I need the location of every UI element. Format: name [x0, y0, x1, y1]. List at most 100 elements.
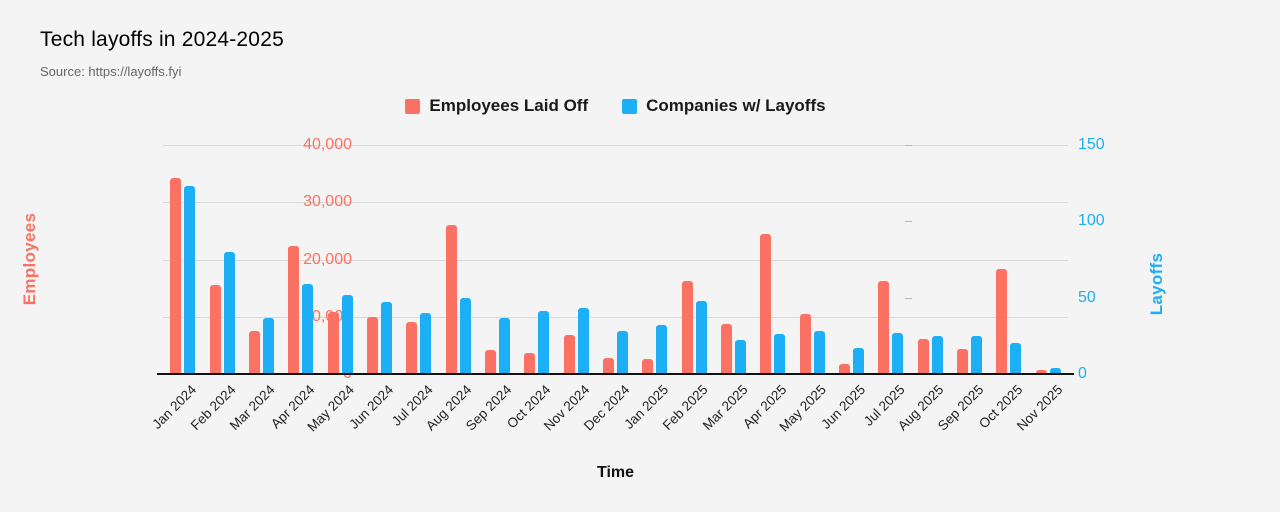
legend-label-companies: Companies w/ Layoffs [646, 96, 826, 115]
legend-item-employees[interactable]: Employees Laid Off [405, 96, 588, 116]
y-axis-title-left: Employees [20, 212, 39, 306]
y-tick-left-10000: 10,000 [303, 308, 352, 326]
bar-employees-apr-2025[interactable] [760, 234, 772, 374]
bar-companies-feb-2025[interactable] [695, 300, 707, 374]
y-tick-right-0: 0 [1078, 365, 1087, 382]
bar-group-oct-2025 [989, 145, 1028, 374]
bar-companies-nov-2025[interactable] [1049, 367, 1061, 374]
bar-companies-apr-2024[interactable] [302, 283, 314, 374]
bar-group-jun-2024 [360, 145, 399, 374]
gridline [163, 145, 1068, 146]
bar-group-aug-2024 [438, 145, 477, 374]
y-axis-title-right: Layoffs [1147, 252, 1166, 316]
y-tick-mark-right [905, 221, 912, 223]
bar-companies-nov-2024[interactable] [577, 308, 589, 374]
bar-companies-oct-2025[interactable] [1010, 343, 1022, 374]
y-tick-left-20000: 20,000 [303, 250, 352, 268]
page-title: Tech layoffs in 2024-2025 [40, 28, 284, 51]
bar-companies-oct-2024[interactable] [538, 311, 550, 374]
bar-companies-may-2024[interactable] [341, 294, 353, 374]
source-caption: Source: https://layoffs.fyi [40, 64, 182, 79]
bar-employees-jul-2024[interactable] [406, 321, 418, 374]
legend-label-employees: Employees Laid Off [429, 96, 589, 115]
legend-item-companies[interactable]: Companies w/ Layoffs [622, 96, 826, 116]
bar-employees-apr-2024[interactable] [288, 245, 300, 374]
employees-swatch-icon [405, 98, 421, 114]
bar-companies-jan-2024[interactable] [184, 186, 196, 374]
bar-companies-mar-2024[interactable] [262, 317, 274, 374]
plot-area [157, 145, 1074, 375]
bar-employees-jan-2024[interactable] [170, 177, 182, 374]
bars-row [163, 145, 1068, 374]
bar-employees-sep-2024[interactable] [484, 349, 496, 374]
bar-group-feb-2024 [202, 145, 241, 374]
y-tick-right-150: 150 [1078, 136, 1105, 153]
bar-employees-may-2025[interactable] [799, 313, 811, 374]
y-tick-mark-right [905, 145, 912, 146]
bar-employees-dec-2024[interactable] [602, 357, 614, 374]
bar-group-aug-2025 [911, 145, 950, 374]
bar-group-jan-2024 [163, 145, 202, 374]
bar-group-jan-2025 [635, 145, 674, 374]
bar-companies-jun-2025[interactable] [853, 348, 865, 374]
gridline [163, 259, 1068, 261]
bar-employees-aug-2025[interactable] [917, 339, 929, 374]
bar-group-nov-2025 [1029, 145, 1068, 374]
bar-companies-apr-2025[interactable] [774, 334, 786, 374]
bar-companies-aug-2025[interactable] [931, 335, 943, 374]
bar-employees-oct-2024[interactable] [524, 352, 536, 374]
bar-companies-aug-2024[interactable] [459, 297, 471, 374]
bar-companies-jul-2025[interactable] [892, 332, 904, 374]
bar-group-may-2024 [320, 145, 359, 374]
bar-employees-may-2024[interactable] [327, 311, 339, 374]
bar-group-apr-2025 [753, 145, 792, 374]
bar-employees-sep-2025[interactable] [957, 349, 969, 374]
bar-employees-nov-2024[interactable] [563, 335, 575, 374]
companies-swatch-icon [622, 98, 638, 114]
gridline [163, 316, 1068, 318]
bar-employees-nov-2025[interactable] [1035, 370, 1047, 374]
bar-group-mar-2024 [242, 145, 281, 374]
bar-employees-jun-2024[interactable] [366, 316, 378, 374]
bar-group-apr-2024 [281, 145, 320, 374]
bar-companies-sep-2025[interactable] [971, 335, 983, 374]
bar-companies-mar-2025[interactable] [734, 340, 746, 374]
y-tick-left-40000: 40,000 [303, 136, 352, 153]
bar-group-sep-2025 [950, 145, 989, 374]
bar-employees-aug-2024[interactable] [445, 225, 457, 374]
bar-group-nov-2024 [556, 145, 595, 374]
bar-companies-jun-2024[interactable] [380, 302, 392, 374]
x-axis-line [157, 373, 1074, 375]
y-tick-mark-right [905, 297, 912, 299]
bar-group-jun-2025 [832, 145, 871, 374]
bar-group-jul-2024 [399, 145, 438, 374]
bar-employees-oct-2025[interactable] [996, 269, 1008, 374]
bar-group-sep-2024 [478, 145, 517, 374]
bar-group-jul-2025 [871, 145, 910, 374]
bar-group-mar-2025 [714, 145, 753, 374]
bar-group-dec-2024 [596, 145, 635, 374]
bar-companies-sep-2024[interactable] [498, 317, 510, 374]
bar-group-feb-2025 [674, 145, 713, 374]
y-tick-right-100: 100 [1078, 212, 1105, 230]
bar-employees-mar-2025[interactable] [720, 323, 732, 374]
bar-group-may-2025 [793, 145, 832, 374]
bar-group-oct-2024 [517, 145, 556, 374]
legend: Employees Laid Off Companies w/ Layoffs [163, 96, 1068, 116]
bar-companies-jul-2024[interactable] [420, 312, 432, 374]
bar-companies-dec-2024[interactable] [616, 331, 628, 374]
bar-companies-may-2025[interactable] [813, 331, 825, 374]
bar-employees-jan-2025[interactable] [642, 358, 654, 374]
y-tick-right-50: 50 [1078, 288, 1096, 306]
bar-employees-jun-2025[interactable] [839, 363, 851, 374]
bar-employees-feb-2025[interactable] [681, 281, 693, 374]
bar-employees-mar-2024[interactable] [248, 331, 260, 374]
bar-companies-feb-2024[interactable] [223, 251, 235, 374]
x-axis-labels: Jan 2024 Feb 2024 Mar 2024 Apr 2024 May 2024… [149, 382, 1068, 452]
bar-employees-jul-2025[interactable] [878, 280, 890, 374]
bar-companies-jan-2025[interactable] [656, 325, 668, 374]
bar-employees-feb-2024[interactable] [209, 284, 221, 374]
y-tick-left-30000: 30,000 [303, 193, 352, 211]
x-axis-title: Time [596, 464, 635, 481]
